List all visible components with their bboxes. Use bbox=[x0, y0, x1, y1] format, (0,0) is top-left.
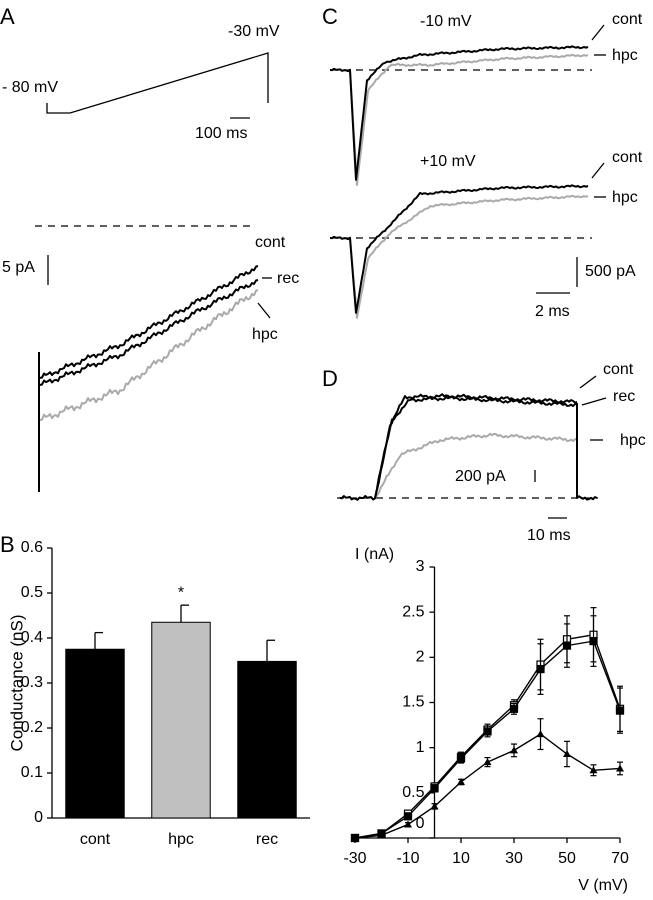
y-tick-label: 2 bbox=[416, 649, 425, 666]
trace-label: hpc bbox=[612, 47, 638, 64]
series-line bbox=[354, 640, 621, 839]
y-tick-label: 0.3 bbox=[21, 674, 43, 691]
marker bbox=[589, 636, 598, 646]
marker bbox=[457, 777, 465, 785]
label-line bbox=[591, 162, 605, 179]
trace-label: cont bbox=[612, 149, 643, 166]
label-line bbox=[579, 375, 597, 389]
panel-label: D bbox=[322, 366, 338, 391]
trace-label: hpc bbox=[612, 189, 638, 206]
panel-label: C bbox=[322, 4, 338, 29]
marker bbox=[430, 784, 439, 793]
trace-label: 2 ms bbox=[535, 303, 570, 320]
trace bbox=[39, 279, 259, 386]
bar bbox=[237, 660, 297, 819]
series-line bbox=[354, 733, 621, 839]
y-tick-label: 0.1 bbox=[21, 764, 43, 781]
annotation: * bbox=[178, 584, 184, 601]
marker bbox=[377, 831, 386, 839]
x-axis-label: V (mV) bbox=[578, 877, 628, 894]
trace-label: cont bbox=[603, 361, 634, 378]
trace-label: cont bbox=[612, 11, 643, 28]
marker bbox=[562, 641, 572, 650]
panel-label: B bbox=[0, 532, 15, 557]
trace-label: 10 ms bbox=[527, 527, 571, 544]
y-tick-label: 0.2 bbox=[21, 719, 43, 736]
trace-label: 500 pA bbox=[585, 263, 636, 280]
x-tick-label: 70 bbox=[611, 850, 629, 867]
trace-label: cont bbox=[255, 234, 286, 251]
marker bbox=[483, 727, 492, 736]
marker bbox=[430, 802, 439, 810]
marker bbox=[563, 749, 571, 757]
y-tick-label: 0 bbox=[416, 815, 425, 832]
x-tick-label: hpc bbox=[168, 831, 194, 848]
marker bbox=[615, 706, 625, 715]
trace-label: -30 mV bbox=[228, 23, 280, 40]
x-tick-label: 30 bbox=[505, 850, 523, 867]
trace bbox=[339, 432, 598, 501]
trace bbox=[374, 393, 578, 499]
trace-label: 200 pA bbox=[455, 468, 506, 485]
marker bbox=[456, 754, 466, 763]
trace bbox=[329, 184, 589, 314]
trace bbox=[39, 265, 259, 379]
trace-label: 100 ms bbox=[195, 125, 247, 142]
trace bbox=[329, 45, 589, 181]
marker bbox=[536, 730, 545, 738]
y-tick-label: 0.6 bbox=[21, 539, 43, 556]
marker bbox=[351, 834, 359, 841]
trace-label: hpc bbox=[620, 432, 646, 449]
trace bbox=[329, 53, 589, 186]
marker bbox=[403, 812, 413, 821]
y-tick-label: 2.5 bbox=[402, 603, 424, 620]
bar bbox=[65, 648, 125, 819]
marker bbox=[404, 820, 412, 828]
x-tick-label: 10 bbox=[452, 850, 470, 867]
trace bbox=[329, 194, 589, 319]
trace bbox=[39, 289, 259, 421]
y-tick-label: 0.4 bbox=[21, 629, 43, 646]
x-tick-label: rec bbox=[256, 831, 278, 848]
x-tick-label: -30 bbox=[343, 850, 366, 867]
trace-label: hpc bbox=[252, 326, 278, 343]
label-line bbox=[581, 397, 607, 406]
x-tick-label: 50 bbox=[558, 850, 576, 867]
label-line bbox=[591, 24, 605, 41]
panel-label: A bbox=[0, 4, 15, 29]
y-axis-label: I (nA) bbox=[355, 546, 394, 563]
label-line bbox=[257, 302, 271, 319]
trace-label: +10 mV bbox=[420, 153, 476, 170]
y-axis-label: Conductance (nS) bbox=[7, 614, 26, 751]
y-tick-label: 0 bbox=[34, 809, 43, 826]
bar bbox=[151, 621, 211, 819]
trace-label: -10 mV bbox=[420, 13, 472, 30]
marker bbox=[509, 704, 519, 713]
y-tick-label: 1.5 bbox=[402, 694, 424, 711]
marker bbox=[483, 758, 492, 766]
trace-label: - 80 mV bbox=[2, 79, 58, 96]
marker bbox=[536, 664, 545, 674]
trace-label: rec bbox=[613, 388, 635, 405]
y-tick-label: 1 bbox=[416, 739, 425, 756]
y-tick-label: 0.5 bbox=[21, 584, 43, 601]
marker bbox=[589, 766, 598, 774]
y-tick-label: 0.5 bbox=[402, 784, 424, 801]
marker bbox=[510, 746, 518, 754]
x-tick-label: -10 bbox=[396, 850, 419, 867]
trace-label: rec bbox=[277, 270, 299, 287]
marker bbox=[616, 764, 624, 772]
x-tick-label: cont bbox=[80, 831, 111, 848]
voltage-protocol bbox=[46, 52, 269, 114]
y-tick-label: 3 bbox=[416, 558, 425, 575]
trace-label: 5 pA bbox=[2, 259, 35, 276]
